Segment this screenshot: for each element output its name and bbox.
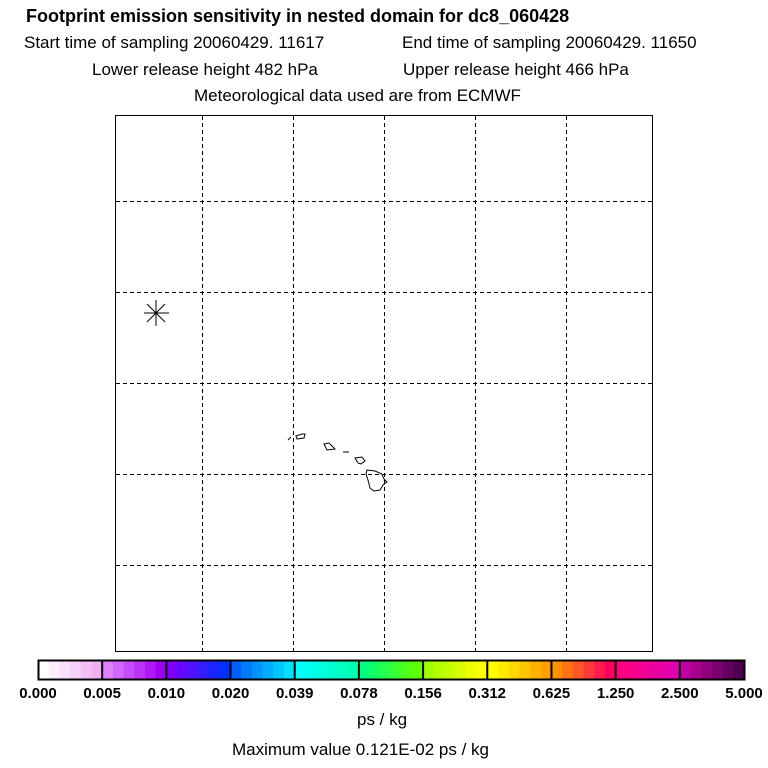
colorbar-cell [733, 661, 745, 679]
colorbar-cell [38, 661, 50, 679]
grid-lines [116, 116, 652, 651]
colorbar-tick-label: 0.156 [404, 685, 442, 702]
colorbar-cell [551, 661, 563, 679]
colorbar-cell [123, 661, 135, 679]
colorbar-tick-label: 5.000 [725, 685, 763, 702]
upper-release-height: Upper release height 466 hPa [403, 60, 629, 79]
release-point-asterisk-icon [144, 300, 169, 326]
colorbar-cell [444, 661, 456, 679]
colorbar-cell [519, 661, 531, 679]
colorbar-cell [369, 661, 381, 679]
colorbar-tick-label: 0.078 [340, 685, 378, 702]
colorbar-cell [508, 661, 520, 679]
colorbar-cell [80, 661, 92, 679]
colorbar-tick-label: 0.020 [212, 685, 250, 702]
colorbar-cell [626, 661, 638, 679]
colorbar-cell [722, 661, 734, 679]
colorbar-cell [658, 661, 670, 679]
colorbar-unit: ps / kg [357, 710, 408, 729]
colorbar-cell [112, 661, 125, 679]
colorbar-cell [572, 661, 585, 679]
island-niihau [287, 436, 292, 441]
colorbar-cell [166, 661, 178, 679]
colorbar-tick-label: 0.000 [19, 685, 57, 702]
colorbar-cell [144, 661, 157, 679]
colorbar-cell [219, 661, 232, 679]
colorbar-tick-label: 0.312 [468, 685, 506, 702]
hawaii-coastlines [287, 433, 388, 492]
map-frame [115, 115, 653, 652]
colorbar-cell [594, 661, 606, 679]
colorbar-cell [348, 661, 360, 679]
island-oahu [323, 442, 337, 451]
colorbar-cell [423, 661, 435, 679]
colorbar-cell [241, 661, 253, 679]
colorbar-cell [358, 661, 371, 679]
colorbar-cell [230, 661, 242, 679]
colorbar-cell [70, 661, 82, 679]
colorbar-frame [37, 659, 746, 681]
colorbar-cell [187, 661, 199, 679]
colorbar-tick-label: 0.039 [276, 685, 314, 702]
lower-release-height: Lower release height 482 hPa [92, 60, 318, 79]
colorbar-cell [91, 661, 103, 679]
colorbar-tick-label: 1.250 [597, 685, 635, 702]
colorbar-cell [177, 661, 189, 679]
colorbar-cell [455, 661, 467, 679]
colorbar-cell [337, 661, 349, 679]
colorbar-cell [562, 661, 574, 679]
end-time: End time of sampling 20060429. 11650 [402, 33, 697, 52]
colorbar-cell [401, 661, 413, 679]
colorbar-cell [326, 661, 339, 679]
colorbar-cell [316, 661, 328, 679]
colorbar-cell [155, 661, 167, 679]
island-kauai [295, 433, 306, 440]
met-data-note: Meteorological data used are from ECMWF [194, 86, 521, 105]
colorbar-cell [476, 661, 488, 679]
colorbar-cell [615, 661, 627, 679]
colorbar-tick-label: 0.005 [83, 685, 121, 702]
start-time: Start time of sampling 20060429. 11617 [24, 33, 325, 52]
colorbar-tick-label: 0.625 [533, 685, 571, 702]
colorbar-cell [540, 661, 552, 679]
colorbar-cell [433, 661, 445, 679]
colorbar-cell [711, 661, 724, 679]
colorbar-cell [273, 661, 285, 679]
colorbar-cell [497, 661, 510, 679]
island-maui [354, 456, 366, 465]
colorbar-cell [59, 661, 71, 679]
colorbar-cell [465, 661, 478, 679]
colorbar-cell [583, 661, 595, 679]
max-value-text: Maximum value 0.121E-02 ps / kg [232, 740, 490, 759]
colorbar-tick-label: 2.500 [661, 685, 699, 702]
colorbar-cell [48, 661, 60, 679]
colorbar-cell [134, 661, 146, 679]
colorbar-cell [391, 661, 403, 679]
colorbar-cell [209, 661, 221, 679]
colorbar-cell [637, 661, 649, 679]
colorbar-cell [294, 661, 306, 679]
island-hawaii [365, 469, 388, 492]
colorbar-cell [251, 661, 264, 679]
colorbar-cell [647, 661, 659, 679]
colorbar-cell [701, 661, 713, 679]
colorbar-cell [412, 661, 424, 679]
colorbar-cell [198, 661, 210, 679]
colorbar-cell [604, 661, 617, 679]
colorbar-cell [262, 661, 274, 679]
colorbar-cell [380, 661, 392, 679]
colorbar-cell [530, 661, 542, 679]
colorbar-cell [487, 661, 499, 679]
colorbar-cell [102, 661, 114, 679]
colorbar-cell [305, 661, 317, 679]
colorbar [38, 660, 745, 680]
colorbar-cell [679, 661, 692, 679]
plot-title: Footprint emission sensitivity in nested… [26, 6, 570, 26]
colorbar-cell [690, 661, 702, 679]
colorbar-cell [284, 661, 296, 679]
colorbar-tick-label: 0.010 [148, 685, 186, 702]
colorbar-cell [669, 661, 681, 679]
